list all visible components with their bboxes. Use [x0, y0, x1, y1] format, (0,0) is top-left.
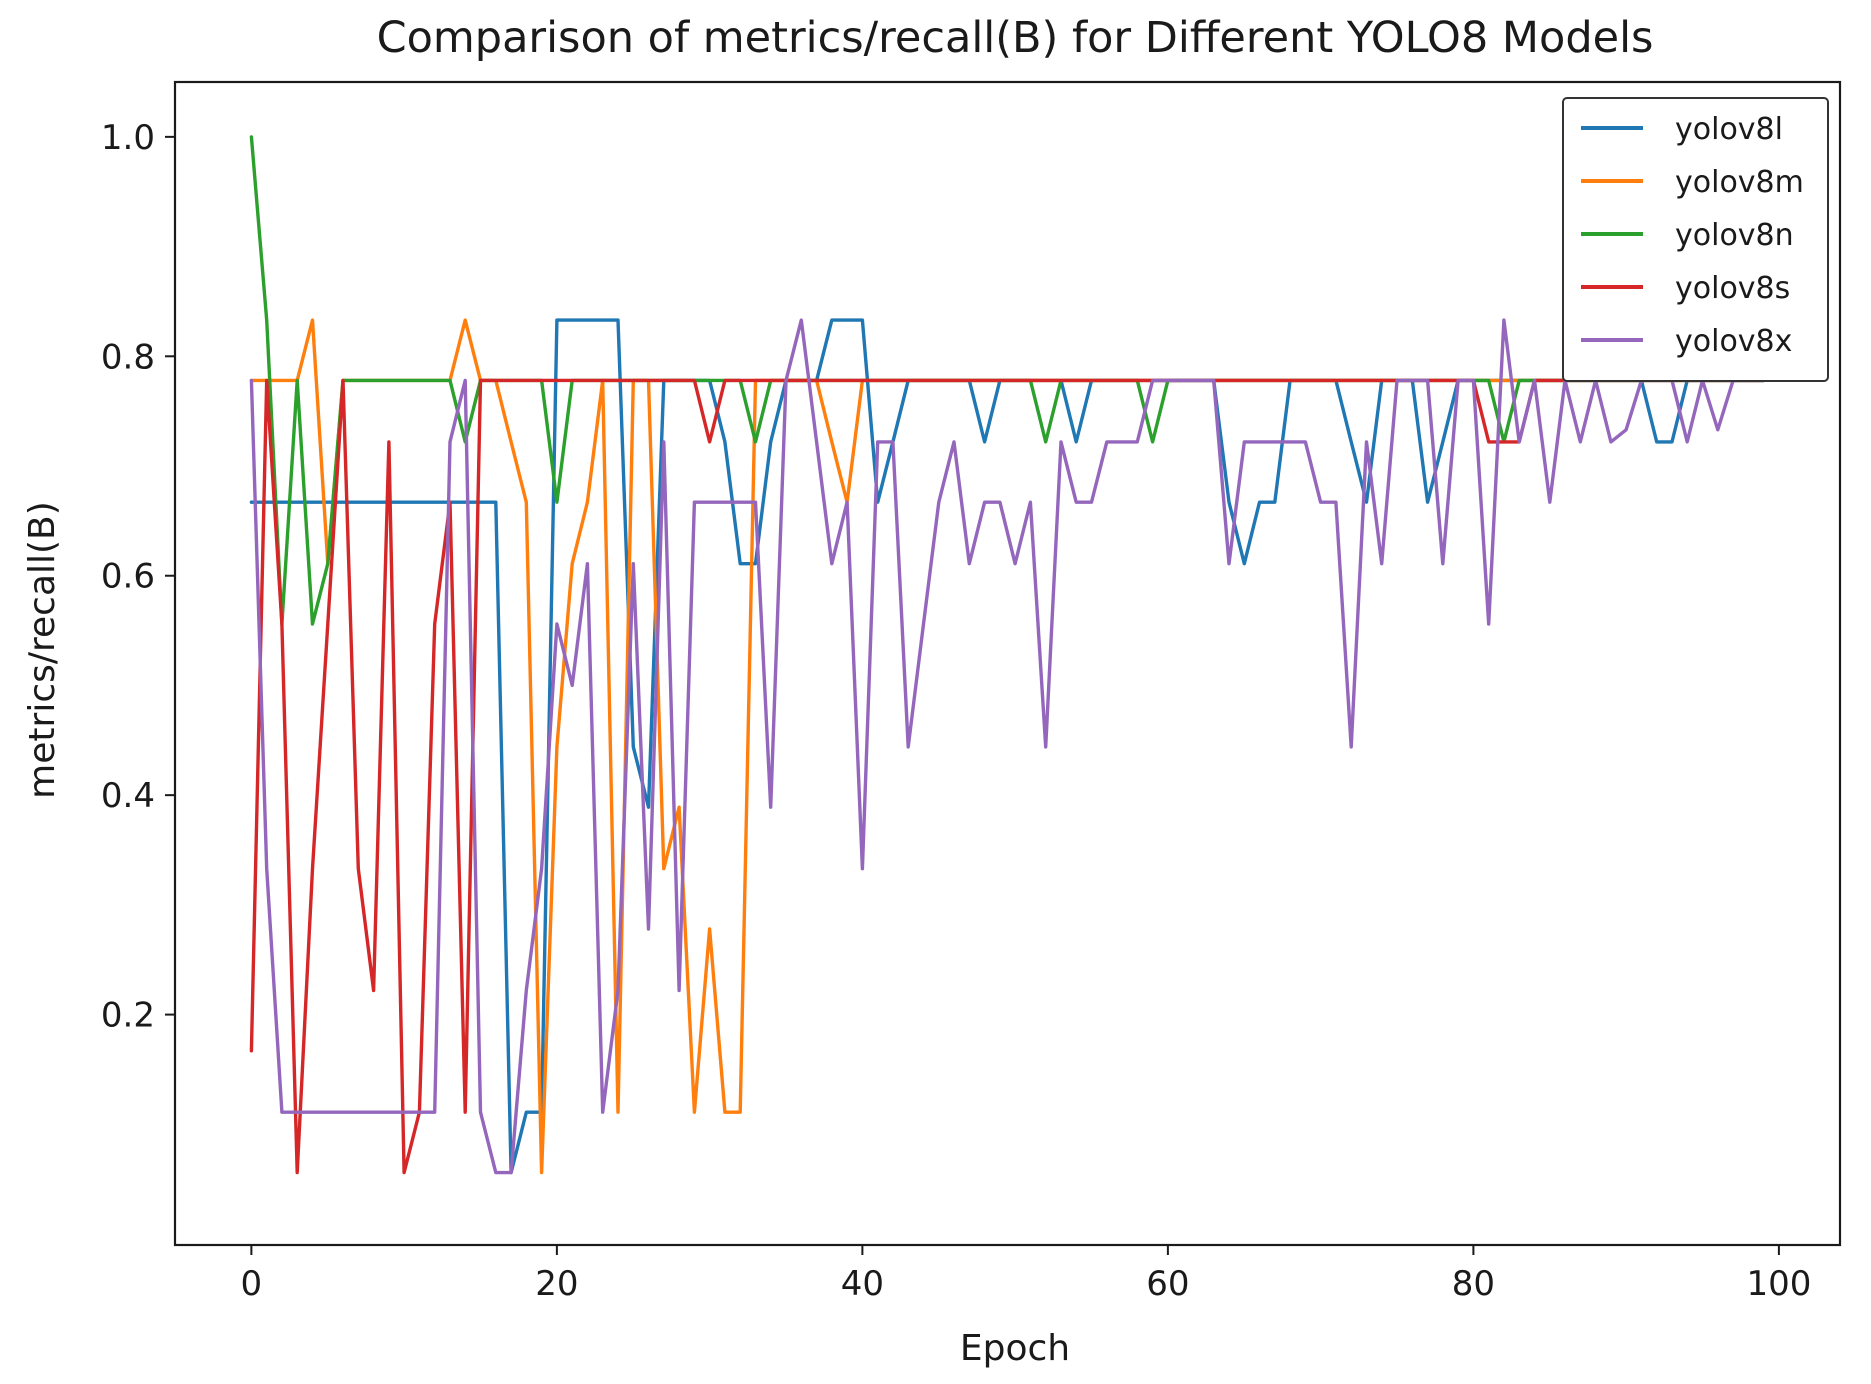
x-tick-label: 80: [1452, 1264, 1495, 1304]
plot-area: [173, 80, 1842, 1247]
legend-label-yolov8x: yolov8x: [1675, 324, 1792, 359]
x-axis-label: Epoch: [960, 1328, 1070, 1369]
x-axis-ticks: 0 20 40 60 80 100: [241, 1245, 1811, 1304]
legend-label-yolov8l: yolov8l: [1675, 112, 1783, 147]
x-tick-label: 60: [1146, 1264, 1189, 1304]
chart-title: Comparison of metrics/recall(B) for Diff…: [377, 13, 1654, 63]
x-tick-label: 40: [841, 1264, 884, 1304]
y-tick-label: 0.2: [101, 996, 155, 1036]
legend-box: [1562, 97, 1829, 382]
y-tick-label: 1.0: [101, 118, 155, 158]
y-axis-ticks: 0.2 0.4 0.6 0.8 1.0: [101, 118, 175, 1036]
y-tick-label: 0.6: [101, 557, 155, 597]
x-tick-label: 100: [1746, 1264, 1811, 1304]
x-tick-label: 0: [241, 1264, 263, 1304]
series-line-yolov8s: [249, 378, 1766, 1175]
y-axis-label: metrics/recall(B): [22, 501, 63, 799]
x-tick-label: 20: [535, 1264, 578, 1304]
series-group: [249, 135, 1766, 1175]
series-line-yolov8x: [249, 318, 1766, 1175]
plot-frame: [173, 80, 1842, 1247]
legend-label-yolov8s: yolov8s: [1675, 271, 1790, 306]
y-tick-label: 0.8: [101, 337, 155, 377]
legend: yolov8l yolov8m yolov8n yolov8s yolov8x: [1562, 97, 1829, 382]
legend-label-yolov8n: yolov8n: [1675, 218, 1794, 253]
legend-label-yolov8m: yolov8m: [1675, 165, 1804, 200]
y-tick-label: 0.4: [101, 776, 155, 816]
